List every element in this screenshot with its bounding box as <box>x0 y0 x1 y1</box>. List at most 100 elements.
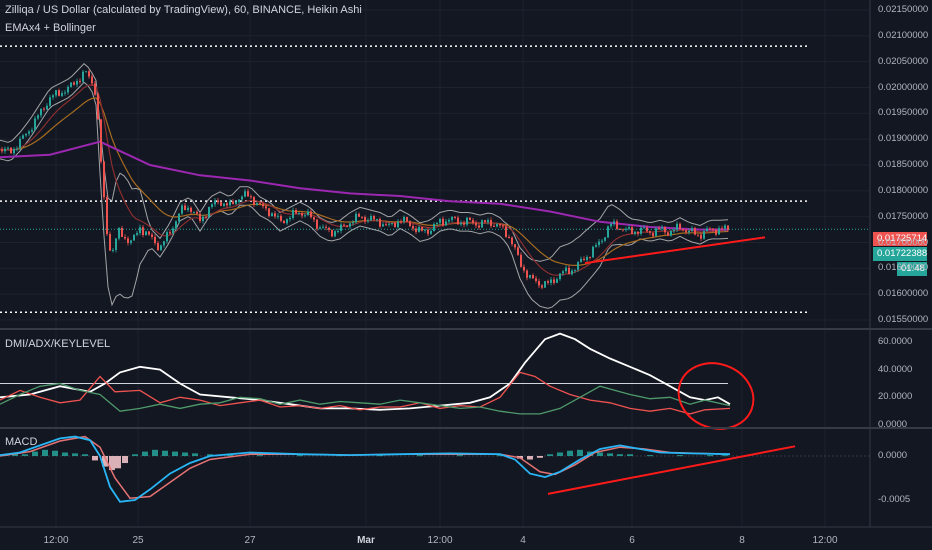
candle-body <box>22 135 24 139</box>
candle-body <box>481 220 483 228</box>
candle-body <box>694 228 696 235</box>
candle-body <box>109 234 111 251</box>
candle-body <box>613 221 615 224</box>
candle-body <box>391 223 393 225</box>
candle-body <box>187 207 189 210</box>
candle-body <box>397 221 399 228</box>
macd-histogram-bar <box>102 456 108 467</box>
macd-line <box>0 435 731 503</box>
candle-body <box>361 216 363 218</box>
candle-body <box>76 80 78 85</box>
candle-body <box>355 213 357 223</box>
macd-histogram-bar <box>457 455 463 457</box>
macd-histogram-bar <box>115 456 121 469</box>
chart-title: Zilliqa / US Dollar (calculated by Tradi… <box>5 4 362 16</box>
candle-body <box>538 280 540 286</box>
dmi-series-line <box>0 371 731 415</box>
candle-body <box>400 221 402 223</box>
candle-body <box>442 218 444 226</box>
y-tick-label: 0.01750000 <box>878 210 929 222</box>
candle-body <box>460 222 462 225</box>
bollinger-upper <box>0 63 729 262</box>
candle-body <box>19 138 21 149</box>
candle-body <box>631 227 633 234</box>
candle-body <box>427 229 429 234</box>
dmi-series-line <box>0 382 731 415</box>
candle-body <box>550 279 552 283</box>
candle-body <box>55 90 57 96</box>
candle-body <box>676 223 678 230</box>
candle-body <box>118 227 120 239</box>
candle-body <box>370 216 372 221</box>
macd-histogram-bar <box>677 455 683 457</box>
candle-body <box>592 246 594 258</box>
candle-body <box>367 220 369 222</box>
candle-body <box>157 243 159 251</box>
macd-histogram-bar <box>12 453 18 456</box>
macd-histogram-bar <box>162 450 168 456</box>
candle-body <box>595 244 597 247</box>
candle-body <box>340 224 342 231</box>
candle-body <box>127 238 129 243</box>
candle-body <box>163 241 165 246</box>
macd-histogram-bar <box>132 454 138 456</box>
candle-body <box>136 233 138 235</box>
candle-body <box>514 244 516 248</box>
candle-body <box>1 149 3 152</box>
candle-body <box>211 204 213 207</box>
candle-body <box>457 217 459 225</box>
annotation-ellipse <box>677 362 755 430</box>
candle-body <box>289 217 291 220</box>
macd-histogram-bar <box>257 455 263 457</box>
candle-body <box>37 115 39 119</box>
candle-body <box>709 228 711 230</box>
macd-histogram-bar <box>122 456 128 464</box>
candle-body <box>346 225 348 227</box>
last-price-tag: 0.01725714 <box>873 232 927 246</box>
candle-body <box>181 205 183 214</box>
candle-body <box>46 105 48 110</box>
candle-body <box>190 207 192 212</box>
candle-body <box>13 148 15 154</box>
candle-body <box>421 227 423 231</box>
y-tick-label: 0.02100000 <box>878 29 929 41</box>
candle-body <box>436 222 438 225</box>
countdown-tag: 01:48 <box>897 262 927 276</box>
candle-body <box>487 219 489 223</box>
candle-body <box>268 208 270 217</box>
candle-body <box>622 229 624 231</box>
candle-body <box>88 71 90 77</box>
macd-histogram-bar <box>297 455 303 457</box>
candle-body <box>469 217 471 221</box>
candle-body <box>610 223 612 227</box>
candle-body <box>112 249 114 251</box>
candle-body <box>202 216 204 222</box>
candle-body <box>643 227 645 229</box>
candle-body <box>235 201 237 204</box>
candle-body <box>721 228 723 230</box>
dmi-pane-label[interactable]: DMI/ADX/KEYLEVEL <box>5 338 111 350</box>
x-tick-label: 4 <box>520 535 526 546</box>
candle-body <box>331 229 333 237</box>
candle-body <box>670 231 672 236</box>
candle-body <box>208 206 210 218</box>
macd-histogram-bar <box>627 454 633 456</box>
candle-body <box>619 228 621 230</box>
candle-body <box>433 224 435 232</box>
y-tick-label: 0.0000 <box>878 450 908 461</box>
candle-body <box>16 148 18 150</box>
candle-body <box>184 205 186 210</box>
candle-body <box>310 211 312 218</box>
macd-pane-label[interactable]: MACD <box>5 436 38 448</box>
second-price-tag: 0.01722388 <box>873 247 927 261</box>
indicator-label[interactable]: EMAx4 + Bollinger <box>5 22 96 34</box>
candle-body <box>124 236 126 239</box>
candle-body <box>322 226 324 228</box>
candle-body <box>541 285 543 288</box>
macd-histogram-bar <box>577 449 583 456</box>
macd-histogram-bar <box>72 453 78 456</box>
candle-body <box>553 279 555 283</box>
candle-body <box>589 256 591 258</box>
candle-body <box>544 281 546 288</box>
